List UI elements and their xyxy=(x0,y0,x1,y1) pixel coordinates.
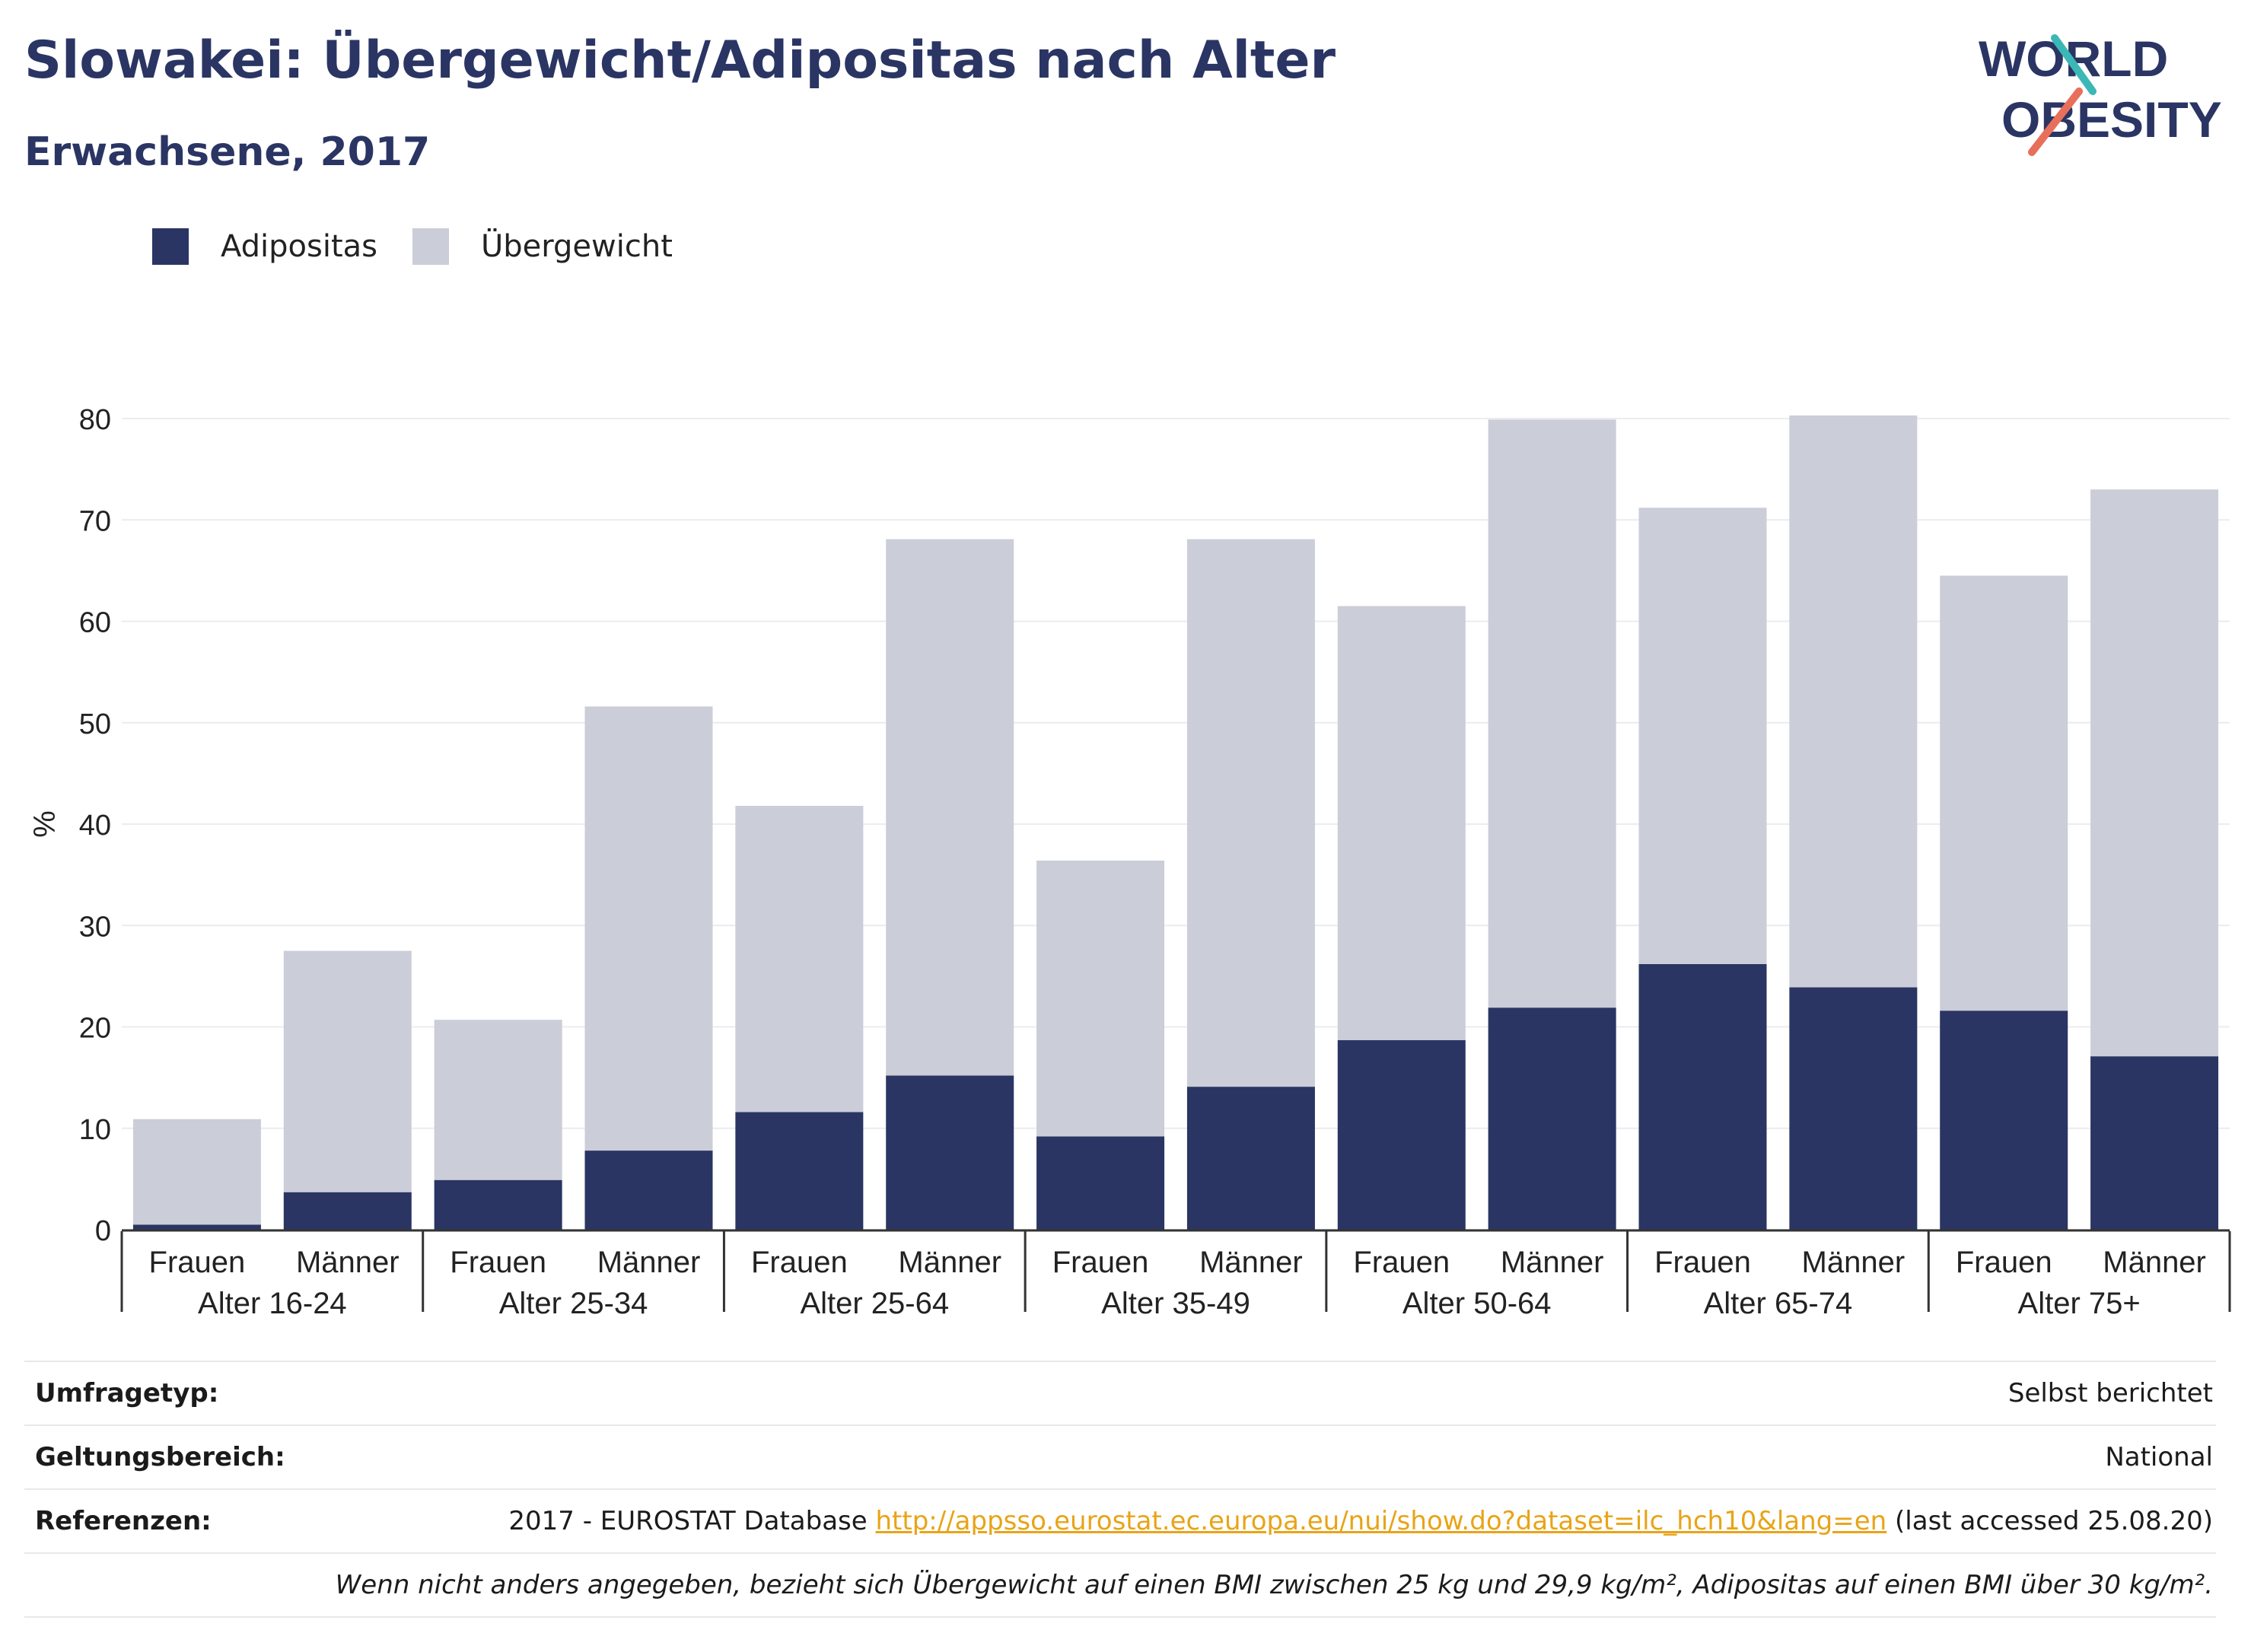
bar-adipositas xyxy=(1638,963,1767,1230)
x-group-label: Alter 35-49 xyxy=(1101,1287,1250,1320)
x-tick-label: Männer xyxy=(1802,1246,1906,1279)
legend-label-overweight: Übergewicht xyxy=(481,229,673,264)
legend-swatch-overweight xyxy=(412,228,450,265)
meta-row-scope: Geltungsbereich: National xyxy=(24,1424,2216,1488)
x-group-label: Alter 16-24 xyxy=(198,1287,347,1320)
x-tick-label: Frauen xyxy=(1052,1246,1149,1279)
bar-uebergewicht xyxy=(2090,489,2219,1057)
x-tick-label: Männer xyxy=(1501,1246,1604,1279)
bar-uebergewicht xyxy=(1036,860,1165,1137)
x-tick-label: Frauen xyxy=(1353,1246,1450,1279)
x-tick-label: Männer xyxy=(597,1246,701,1279)
x-tick-label: Frauen xyxy=(1956,1246,2052,1279)
survey-label: Umfragetyp: xyxy=(35,1378,219,1408)
bar-uebergewicht xyxy=(1940,575,2068,1011)
bar-adipositas xyxy=(1036,1136,1165,1230)
x-group-label: Alter 65-74 xyxy=(1704,1287,1853,1320)
bar-adipositas xyxy=(132,1224,261,1230)
x-tick-label: Männer xyxy=(2103,1246,2206,1279)
references-prefix: 2017 - EUROSTAT Database xyxy=(508,1506,876,1536)
x-tick-label: Männer xyxy=(1199,1246,1303,1279)
bar-adipositas xyxy=(584,1151,713,1230)
bar-uebergewicht xyxy=(434,1020,562,1180)
meta-row-references: Referenzen: 2017 - EUROSTAT Database htt… xyxy=(24,1488,2216,1552)
y-tick-label: 10 xyxy=(79,1114,111,1146)
y-tick-label: 0 xyxy=(95,1215,111,1247)
survey-value: Selbst berichtet xyxy=(2007,1378,2213,1408)
bar-adipositas xyxy=(1940,1011,2068,1230)
references-value: 2017 - EUROSTAT Database http://appsso.e… xyxy=(508,1506,2216,1536)
x-group-label: Alter 25-64 xyxy=(800,1287,949,1320)
chart-subtitle: Erwachsene, 2017 xyxy=(24,129,431,175)
bar-uebergewicht xyxy=(132,1119,261,1225)
y-tick-label: 50 xyxy=(79,708,111,740)
bar-adipositas xyxy=(1488,1007,1616,1230)
stacked-bar-chart: 0 10 20 30 40 50 60 70 80% Frauen Männer Frauen Männ… xyxy=(28,404,2231,1320)
bar-uebergewicht xyxy=(1337,606,1466,1040)
x-tick-label: Frauen xyxy=(751,1246,848,1279)
bar-uebergewicht xyxy=(1186,539,1315,1087)
bar-adipositas xyxy=(886,1075,1014,1230)
legend-item-obesity: Adipositas xyxy=(152,228,377,265)
bar-uebergewicht xyxy=(1789,415,1918,988)
bar-uebergewicht xyxy=(1488,419,1616,1008)
legend-label-obesity: Adipositas xyxy=(221,229,378,264)
bar-adipositas xyxy=(735,1112,864,1230)
references-link[interactable]: http://appsso.eurostat.ec.europa.eu/nui/… xyxy=(875,1506,1887,1536)
metadata-table: Umfragetyp: Selbst berichtet Geltungsber… xyxy=(24,1361,2216,1618)
x-tick-label: Frauen xyxy=(450,1246,546,1279)
logo-stroke-teal xyxy=(2051,34,2097,95)
scope-label: Geltungsbereich: xyxy=(35,1442,285,1472)
bar-adipositas xyxy=(1337,1039,1466,1230)
bar-adipositas xyxy=(1186,1087,1315,1230)
meta-row-note: Wenn nicht anders angegeben, bezieht sic… xyxy=(24,1552,2216,1618)
bar-adipositas xyxy=(434,1179,562,1230)
legend-item-overweight: Übergewicht xyxy=(412,228,673,265)
x-group-label: Alter 75+ xyxy=(2018,1287,2141,1320)
legend: Adipositas Übergewicht xyxy=(152,225,708,268)
bar-uebergewicht xyxy=(283,950,412,1192)
x-group-label: Alter 25-34 xyxy=(499,1287,648,1320)
y-axis-label: % xyxy=(28,810,62,838)
references-label: Referenzen: xyxy=(35,1506,212,1536)
y-tick-label: 40 xyxy=(79,810,111,842)
y-tick-label: 20 xyxy=(79,1013,111,1045)
bar-uebergewicht xyxy=(1638,508,1767,964)
definition-note: Wenn nicht anders angegeben, bezieht sic… xyxy=(335,1570,2213,1600)
legend-swatch-obesity xyxy=(152,228,189,265)
y-tick-label: 70 xyxy=(79,505,111,537)
world-obesity-logo: WORLD OBESITY xyxy=(1979,30,2222,156)
y-tick-label: 30 xyxy=(79,911,111,943)
bar-uebergewicht xyxy=(584,706,713,1151)
logo-stroke-coral xyxy=(2028,88,2083,156)
meta-row-survey: Umfragetyp: Selbst berichtet xyxy=(24,1361,2216,1424)
x-group-label: Alter 50-64 xyxy=(1402,1287,1552,1320)
scope-value: National xyxy=(2105,1442,2213,1472)
bar-adipositas xyxy=(2090,1056,2219,1230)
bar-uebergewicht xyxy=(886,539,1014,1076)
x-tick-label: Männer xyxy=(296,1246,400,1279)
y-tick-label: 60 xyxy=(79,607,111,639)
x-tick-label: Frauen xyxy=(149,1246,246,1279)
bar-uebergewicht xyxy=(735,806,864,1112)
x-tick-label: Männer xyxy=(898,1246,1001,1279)
bar-adipositas xyxy=(283,1192,412,1230)
references-suffix: (last accessed 25.08.20) xyxy=(1886,1506,2213,1536)
bar-adipositas xyxy=(1789,987,1918,1230)
x-tick-label: Frauen xyxy=(1654,1246,1751,1279)
y-tick-label: 80 xyxy=(79,404,111,436)
chart-title: Slowakei: Übergewicht/Adipositas nach Al… xyxy=(24,30,1336,91)
